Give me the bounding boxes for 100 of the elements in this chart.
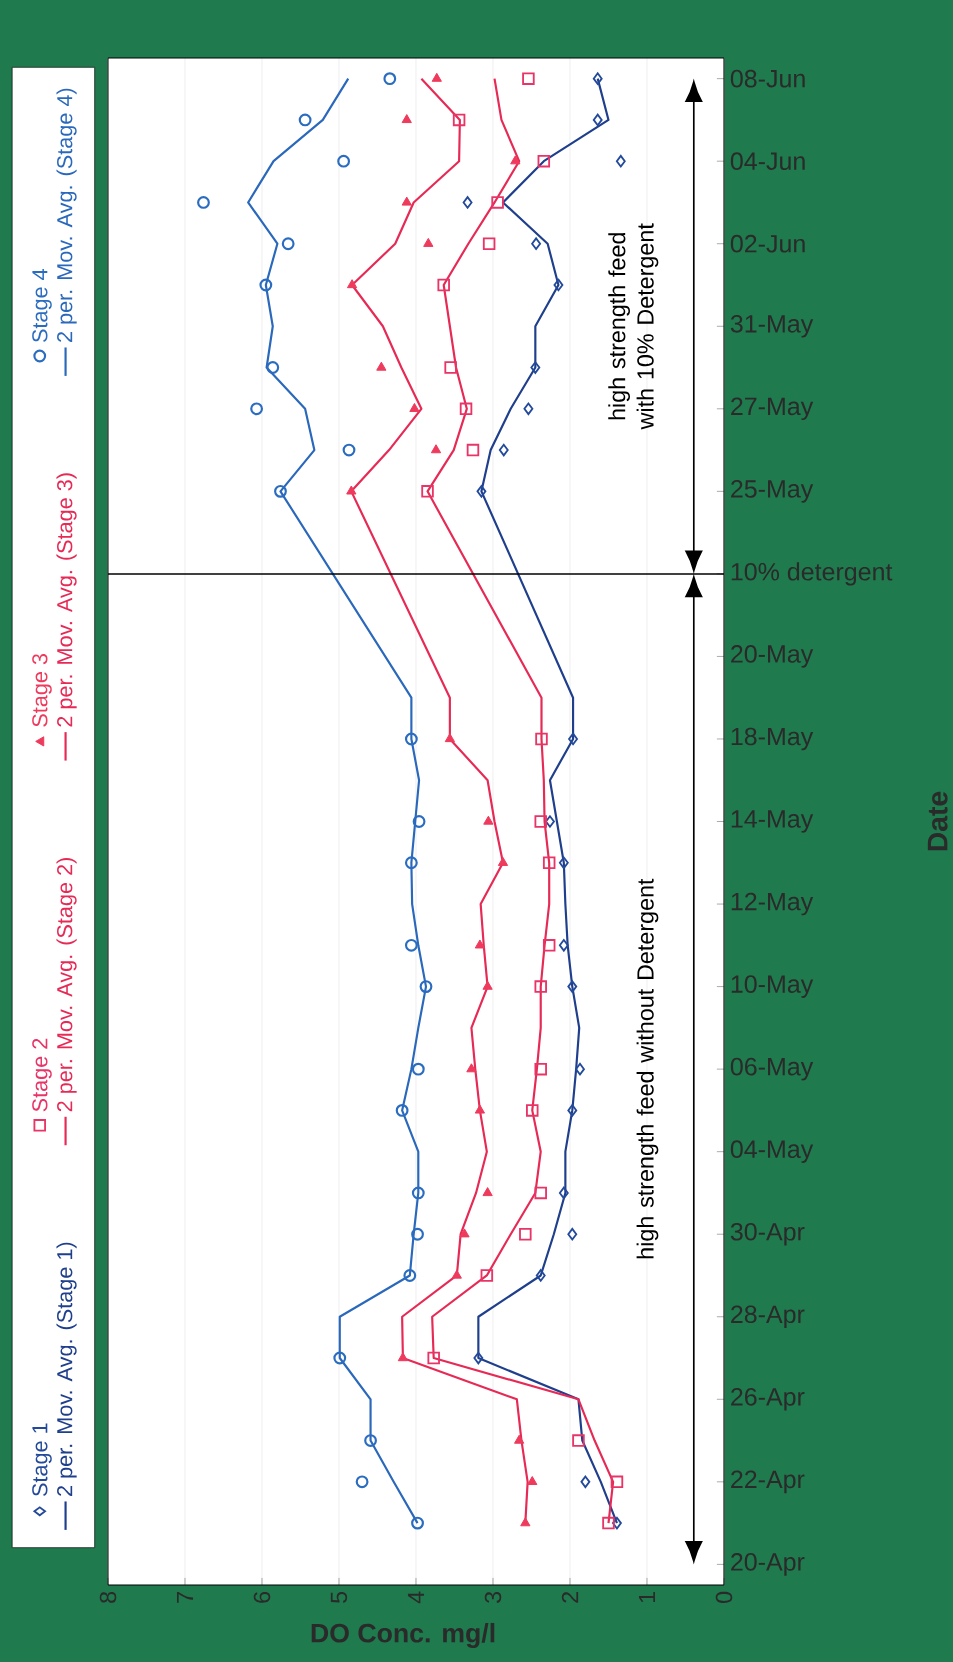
point bbox=[459, 402, 473, 416]
point bbox=[534, 1186, 547, 1200]
y-tick-label: 10-May bbox=[731, 975, 814, 998]
point bbox=[520, 1517, 531, 1527]
point bbox=[298, 113, 312, 127]
point bbox=[412, 815, 426, 828]
point bbox=[482, 980, 493, 990]
point bbox=[615, 154, 626, 168]
point bbox=[333, 1351, 347, 1365]
point bbox=[383, 72, 397, 86]
x-tick-label: 7 bbox=[176, 1592, 194, 1603]
point bbox=[274, 484, 287, 498]
point bbox=[473, 1351, 484, 1365]
y-tick-label: 22-Apr bbox=[731, 1470, 805, 1494]
point bbox=[567, 980, 578, 993]
point bbox=[575, 1062, 585, 1076]
point bbox=[342, 443, 356, 457]
point bbox=[423, 237, 434, 247]
text: 2 per. Mov. Avg. (Stage 1) bbox=[56, 1242, 77, 1496]
point bbox=[610, 1475, 624, 1489]
point bbox=[197, 196, 210, 209]
point bbox=[572, 1434, 585, 1447]
point bbox=[558, 939, 569, 952]
point bbox=[523, 402, 534, 416]
point bbox=[567, 1104, 578, 1117]
point bbox=[545, 815, 555, 828]
point bbox=[259, 278, 273, 292]
point bbox=[483, 815, 494, 825]
point bbox=[480, 1269, 494, 1282]
point bbox=[364, 1434, 377, 1447]
point bbox=[534, 980, 547, 993]
text: 2 per. Mov. Avg. (Stage 2) bbox=[56, 858, 77, 1112]
point bbox=[592, 113, 603, 127]
point bbox=[531, 237, 542, 250]
point bbox=[466, 443, 480, 457]
point bbox=[409, 402, 420, 412]
x-tick-label: 5 bbox=[330, 1591, 348, 1603]
x-tick-label: 1 bbox=[638, 1592, 656, 1603]
point bbox=[580, 1475, 591, 1489]
point bbox=[530, 361, 541, 374]
y-tick-label: 27-May bbox=[731, 397, 814, 421]
point bbox=[498, 443, 509, 457]
point bbox=[514, 1434, 525, 1444]
point bbox=[474, 1104, 486, 1114]
point bbox=[497, 856, 509, 866]
point bbox=[491, 196, 504, 209]
point bbox=[250, 402, 264, 416]
annotation: high strength feed without Detergent bbox=[636, 878, 659, 1259]
point bbox=[558, 1186, 569, 1200]
point bbox=[510, 155, 521, 165]
point bbox=[421, 485, 434, 498]
point bbox=[355, 1475, 369, 1489]
y-tick-label: 06-May bbox=[730, 1057, 814, 1081]
y-tick-label: 31-May bbox=[730, 314, 814, 338]
point bbox=[266, 361, 280, 374]
y-tick-label: 14-May bbox=[731, 810, 814, 833]
point bbox=[474, 939, 486, 949]
point bbox=[337, 154, 351, 168]
y-tick-label: 28-Apr bbox=[731, 1305, 805, 1329]
point bbox=[535, 732, 548, 746]
point bbox=[602, 1516, 615, 1530]
point bbox=[427, 1351, 440, 1365]
point bbox=[466, 1063, 477, 1073]
point bbox=[553, 278, 564, 292]
y-tick-label: 12-May bbox=[731, 892, 814, 916]
y-tick-label: 08-Jun bbox=[730, 69, 805, 88]
x-tick-label: 6 bbox=[253, 1591, 271, 1603]
text: Stage 4 bbox=[32, 269, 52, 343]
point bbox=[411, 1062, 425, 1076]
point bbox=[411, 1227, 424, 1241]
x-tick-label: 0 bbox=[715, 1591, 733, 1603]
point bbox=[534, 1062, 547, 1076]
point bbox=[403, 1269, 417, 1282]
point bbox=[459, 1228, 470, 1238]
y-tick-label: 10% detergent bbox=[731, 562, 893, 586]
y-tick-label: 30-Apr bbox=[730, 1222, 805, 1246]
point bbox=[430, 444, 442, 454]
point bbox=[542, 939, 556, 952]
x-tick-label: 8 bbox=[99, 1591, 117, 1603]
y-tick-label: 20-Apr bbox=[731, 1553, 805, 1576]
text: Stage 1 bbox=[32, 1423, 52, 1497]
point bbox=[535, 1269, 546, 1282]
point bbox=[437, 278, 450, 292]
point bbox=[411, 1186, 425, 1200]
point bbox=[401, 114, 412, 124]
text: Stage 3 bbox=[32, 653, 52, 727]
y-tick-label: 02-Jun bbox=[730, 234, 805, 253]
x-tick-label: 2 bbox=[561, 1592, 579, 1603]
annotation: high strength feed with 10% Detergent bbox=[608, 223, 659, 430]
point bbox=[567, 1227, 578, 1241]
point bbox=[526, 1104, 539, 1117]
point bbox=[404, 732, 418, 746]
point bbox=[281, 237, 295, 251]
x-tick-label: 3 bbox=[484, 1591, 502, 1603]
y-axis-title: Date bbox=[927, 791, 948, 851]
text: Stage 2 bbox=[32, 1038, 52, 1112]
point bbox=[419, 980, 433, 994]
point bbox=[519, 1227, 532, 1241]
point bbox=[404, 938, 418, 952]
x-tick-label: 4 bbox=[407, 1591, 425, 1604]
